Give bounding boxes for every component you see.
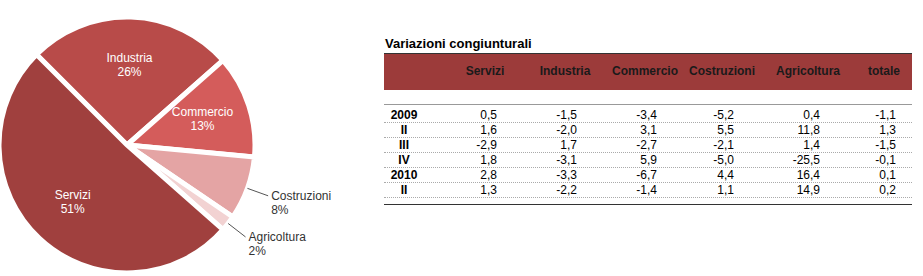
- html-text:1,7: 1,7: [560, 138, 577, 152]
- html-text:1,1: 1,1: [717, 183, 734, 197]
- html-text:1,6: 1,6: [480, 123, 497, 137]
- svg-text:Industria26%: Industria26%: [106, 51, 152, 79]
- html-text:1,3: 1,3: [480, 183, 497, 197]
- html-text:totale: totale: [868, 64, 900, 78]
- html-text:-6,7: -6,7: [636, 168, 657, 182]
- html-text:0,4: 0,4: [803, 108, 820, 122]
- html-text:2009: 2009: [390, 108, 418, 122]
- html-text:II: II: [400, 123, 408, 137]
- html-text:Servizi: Servizi: [465, 64, 505, 78]
- svg-text:Costruzioni8%: Costruzioni8%: [271, 189, 331, 217]
- html-text:-0,1: -0,1: [875, 153, 896, 167]
- html-text:-2,2: -2,2: [556, 183, 577, 197]
- svg-text:Agricoltura2%: Agricoltura2%: [249, 230, 307, 258]
- svg-text:Commercio13%: Commercio13%: [172, 105, 234, 133]
- html-text:-2,9: -2,9: [476, 138, 497, 152]
- html-text:14,9: 14,9: [796, 183, 820, 197]
- html-text:5,5: 5,5: [717, 123, 734, 137]
- html-text:4,4: 4,4: [717, 168, 734, 182]
- html-text:11,8: 11,8: [797, 123, 820, 137]
- html-text:2,8: 2,8: [480, 168, 497, 182]
- html-text:Costruzioni: Costruzioni: [689, 64, 755, 78]
- html-text:-2,0: -2,0: [556, 123, 577, 137]
- html-text:III: III: [399, 138, 409, 152]
- html-text:IV: IV: [398, 153, 410, 167]
- html-text:-1,4: -1,4: [636, 183, 657, 197]
- html-text:-5,2: -5,2: [713, 108, 734, 122]
- html-text:0,2: 0,2: [879, 183, 896, 197]
- html-text:-3,1: -3,1: [556, 153, 577, 167]
- html-text:-3,3: -3,3: [556, 168, 577, 182]
- html-text:Commercio: Commercio: [612, 64, 678, 78]
- html-text:-2,1: -2,1: [713, 138, 734, 152]
- html-text:-2,7: -2,7: [636, 138, 657, 152]
- html-text:II: II: [400, 183, 408, 197]
- html-text:-25,5: -25,5: [792, 153, 820, 167]
- html-text:Agricoltura: Agricoltura: [776, 64, 840, 78]
- html-text:5,9: 5,9: [640, 153, 657, 167]
- html-text:1,4: 1,4: [803, 138, 820, 152]
- html-text:Variazioni congiunturali: Variazioni congiunturali: [385, 36, 532, 51]
- html-text:3,1: 3,1: [640, 123, 657, 137]
- svg-text:Servizi51%: Servizi51%: [55, 188, 91, 216]
- html-text:1,3: 1,3: [879, 123, 896, 137]
- html-text:2010: 2010: [390, 168, 418, 182]
- html-text:-5,0: -5,0: [713, 153, 734, 167]
- html-text:0,1: 0,1: [879, 168, 896, 182]
- html-text:-1,5: -1,5: [556, 108, 577, 122]
- html-text:Industria: Industria: [539, 64, 591, 78]
- html-text:-3,4: -3,4: [636, 108, 657, 122]
- html-text:-1,5: -1,5: [875, 138, 896, 152]
- html-text:-1,1: -1,1: [875, 108, 896, 122]
- html-text:16,4: 16,4: [796, 168, 820, 182]
- html-text:1,8: 1,8: [480, 153, 497, 167]
- html-text:0,5: 0,5: [480, 108, 497, 122]
